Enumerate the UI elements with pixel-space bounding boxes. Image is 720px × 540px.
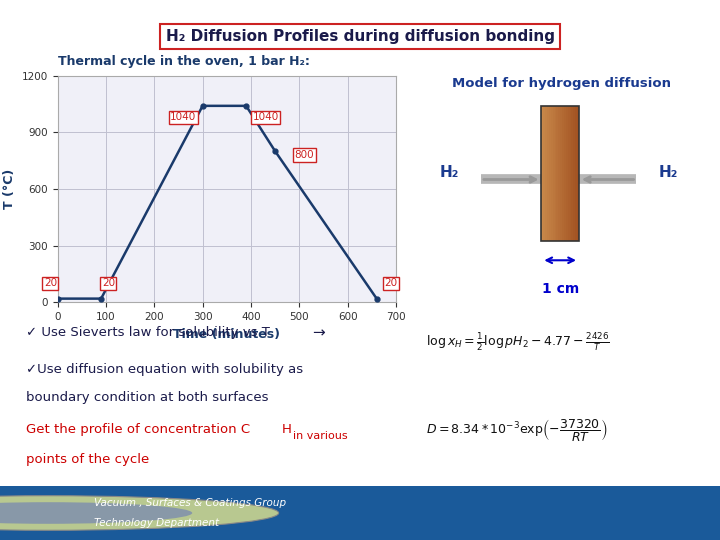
Text: 20: 20 <box>102 279 115 288</box>
Text: Model for hydrogen diffusion: Model for hydrogen diffusion <box>452 77 671 90</box>
Y-axis label: T (°C): T (°C) <box>3 169 16 209</box>
Text: Get the profile of concentration C: Get the profile of concentration C <box>26 423 250 436</box>
Bar <box>553 106 554 241</box>
Bar <box>557 106 558 241</box>
Bar <box>544 106 545 241</box>
Bar <box>577 106 579 241</box>
Bar <box>551 106 553 241</box>
Bar <box>541 106 579 241</box>
Bar <box>549 106 551 241</box>
X-axis label: Time (minutes): Time (minutes) <box>174 328 280 341</box>
Text: 1040: 1040 <box>252 112 279 122</box>
Text: ✓Use diffusion equation with solubility as: ✓Use diffusion equation with solubility … <box>26 363 302 376</box>
Bar <box>562 106 564 241</box>
Text: ✓ Use Sieverts law for solubility vs T: ✓ Use Sieverts law for solubility vs T <box>26 326 269 339</box>
Text: 20: 20 <box>44 279 57 288</box>
Text: $\log x_H = \frac{1}{2}\log pH_2 - 4.77 - \frac{2426}{T}$: $\log x_H = \frac{1}{2}\log pH_2 - 4.77 … <box>426 332 611 353</box>
Text: Technology Department: Technology Department <box>94 518 219 528</box>
Text: in various: in various <box>292 431 347 441</box>
Bar <box>558 106 560 241</box>
Bar <box>572 106 573 241</box>
Bar <box>545 106 547 241</box>
Text: Thermal cycle in the oven, 1 bar H₂:: Thermal cycle in the oven, 1 bar H₂: <box>58 55 310 68</box>
Bar <box>575 106 577 241</box>
Text: 1 cm: 1 cm <box>541 282 579 296</box>
Text: boundary condition at both surfaces: boundary condition at both surfaces <box>26 391 268 404</box>
Text: points of the cycle: points of the cycle <box>26 453 149 465</box>
Bar <box>570 106 572 241</box>
Bar <box>566 106 567 241</box>
Text: →: → <box>312 325 325 340</box>
Bar <box>573 106 575 241</box>
Text: H₂ Diffusion Profiles during diffusion bonding: H₂ Diffusion Profiles during diffusion b… <box>166 29 554 44</box>
Text: H₂: H₂ <box>440 165 459 180</box>
Bar <box>560 106 562 241</box>
Bar <box>554 106 557 241</box>
Circle shape <box>0 502 192 524</box>
Circle shape <box>0 496 279 530</box>
Text: H₂: H₂ <box>659 165 678 180</box>
Bar <box>567 106 570 241</box>
Text: Vacuum , Surfaces & Coatings Group: Vacuum , Surfaces & Coatings Group <box>94 498 286 508</box>
Text: 800: 800 <box>294 150 314 160</box>
Bar <box>564 106 566 241</box>
Text: 20: 20 <box>384 279 397 288</box>
Text: $D = 8.34 * 10^{-3}\exp\!\left(-\dfrac{37320}{RT}\right)$: $D = 8.34 * 10^{-3}\exp\!\left(-\dfrac{3… <box>426 417 608 443</box>
Text: 1040: 1040 <box>170 112 197 122</box>
Bar <box>547 106 549 241</box>
Bar <box>541 106 544 241</box>
Text: H: H <box>282 423 292 436</box>
